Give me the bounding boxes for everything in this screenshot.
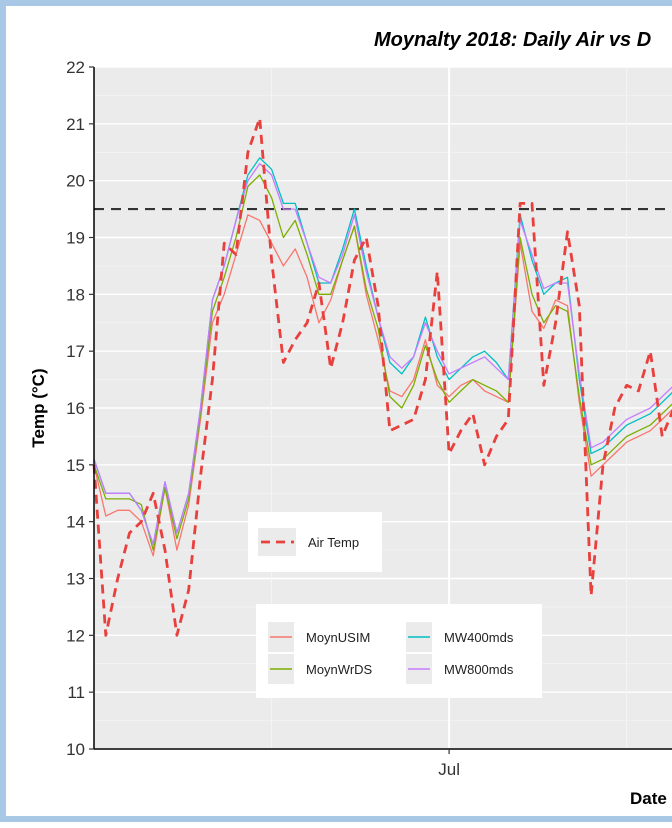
x-tick-label: Jul — [438, 760, 460, 779]
y-tick-label: 15 — [66, 456, 85, 475]
legends: Air Temp MoynUSIM MoynWrDS MW400mds MW800mds — [248, 512, 542, 698]
series-layer — [92, 116, 672, 637]
chart-title: Moynalty 2018: Daily Air vs D — [374, 29, 651, 51]
y-tick-label: 16 — [66, 399, 85, 418]
y-tick-label: 19 — [66, 229, 85, 248]
legend-label-mw800: MW800mds — [444, 662, 514, 677]
legend-label-wrds: MoynWrDS — [306, 662, 373, 677]
y-tick-label: 14 — [66, 513, 85, 532]
y-tick-label: 12 — [66, 626, 85, 645]
y-tick-label: 17 — [66, 342, 85, 361]
y-tick-label: 11 — [67, 683, 85, 702]
y-tick-label: 21 — [66, 115, 85, 134]
legend-label-usim: MoynUSIM — [306, 630, 370, 645]
x-axis-title: Date — [630, 789, 667, 808]
y-tick-label: 20 — [66, 172, 85, 191]
y-axis-title: Temp (°C) — [29, 368, 48, 447]
y-tick-label: 13 — [66, 570, 85, 589]
legend-label-mw400: MW400mds — [444, 630, 514, 645]
y-tick-label: 10 — [66, 740, 85, 759]
chart: 10 11 12 13 14 15 16 17 18 19 20 21 22 Jul Air Temp Mo… — [29, 29, 672, 808]
y-tick-label: 22 — [66, 58, 85, 77]
legend-label-air: Air Temp — [308, 535, 359, 550]
axes: 10 11 12 13 14 15 16 17 18 19 20 21 22 Jul — [66, 58, 672, 779]
legend-sites — [256, 604, 542, 698]
y-tick-label: 18 — [66, 285, 85, 304]
series-line-mw800 — [93, 162, 672, 546]
series-line-air — [92, 116, 672, 637]
